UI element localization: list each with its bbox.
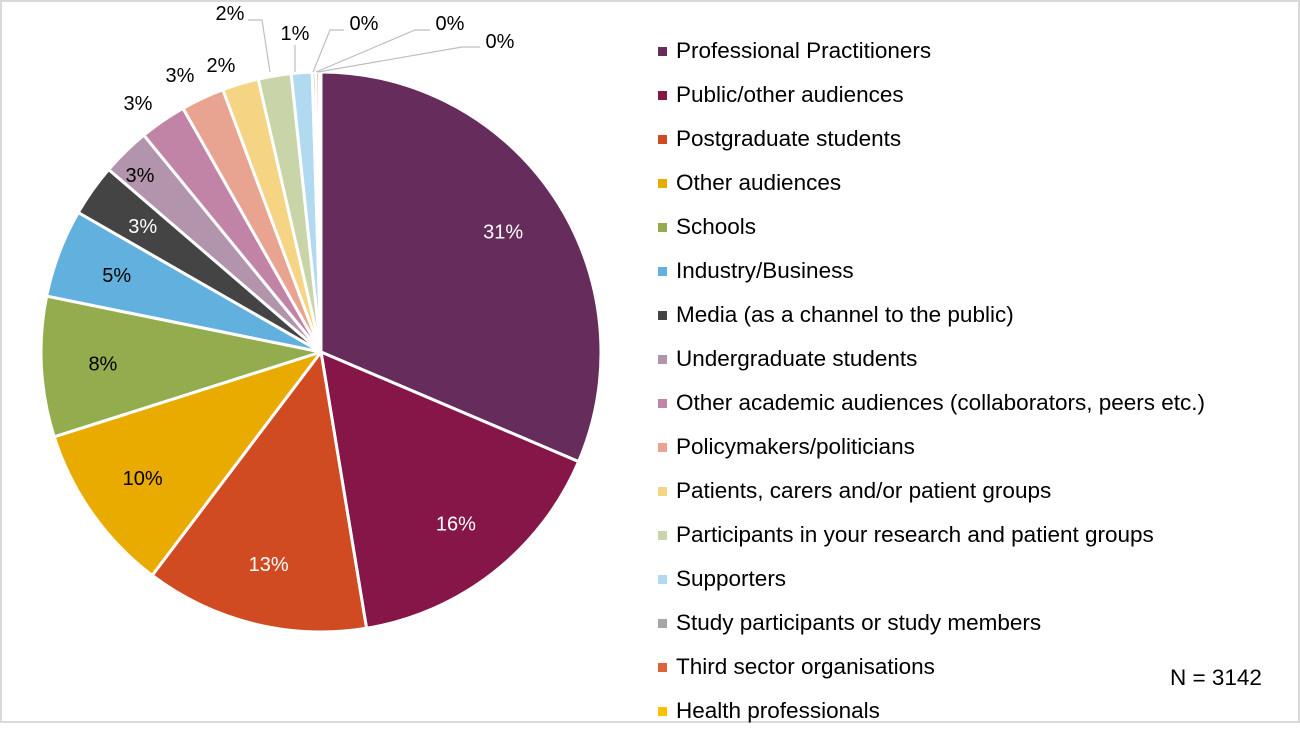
legend-label: Health professionals — [676, 698, 880, 723]
legend-swatch-icon — [658, 442, 667, 452]
pie-slice — [52, 350, 323, 577]
legend-item: Industry/Business — [658, 249, 1205, 293]
legend-item: Study participants or study members — [658, 601, 1205, 645]
legend-label: Third sector organisations — [676, 654, 935, 679]
legend-item: Postgraduate students — [658, 117, 1205, 161]
slice-percent-label: 0% — [486, 31, 515, 53]
slice-percent-label: 3% — [166, 65, 195, 87]
slice-percent-label: 8% — [88, 354, 117, 376]
slice-percent-label: 2% — [207, 55, 236, 77]
legend-swatch-icon — [658, 266, 667, 276]
slice-percent-label: 2% — [216, 3, 245, 25]
legend-swatch-icon — [658, 574, 667, 584]
legend-swatch-icon — [658, 662, 667, 672]
pie-slices — [39, 70, 603, 634]
pie-slice — [150, 350, 369, 634]
legend-label: Policymakers/politicians — [676, 434, 915, 459]
legend-swatch-icon — [658, 90, 667, 100]
legend-label: Supporters — [676, 566, 787, 591]
sample-size-annotation: N = 3142 — [1170, 665, 1262, 690]
legend-item: Participants in your research and patien… — [658, 513, 1205, 557]
slice-percent-label: 10% — [123, 468, 163, 490]
legend-item: Media (as a channel to the public) — [658, 293, 1205, 337]
legend-label: Undergraduate students — [676, 346, 918, 371]
legend-label: Postgraduate students — [676, 126, 902, 151]
legend-item: Other academic audiences (collaborators,… — [658, 381, 1205, 425]
legend-label: Other audiences — [676, 170, 842, 195]
legend-swatch-icon — [658, 222, 667, 232]
legend-label: Patients, carers and/or patient groups — [676, 478, 1052, 503]
legend-item: Professional Practitioners — [658, 29, 1205, 73]
legend-swatch-icon — [658, 178, 667, 188]
legend-swatch-icon — [658, 134, 667, 144]
legend-item: Supporters — [658, 557, 1205, 601]
legend-swatch-icon — [658, 310, 667, 320]
legend-label: Other academic audiences (collaborators,… — [676, 390, 1206, 415]
legend-swatch-icon — [658, 46, 667, 56]
leader-line — [248, 19, 271, 73]
legend-label: Industry/Business — [676, 258, 854, 283]
legend-item: Undergraduate students — [658, 337, 1205, 381]
legend-label: Study participants or study members — [676, 610, 1042, 635]
leader-line — [317, 46, 480, 73]
legend-swatch-icon — [658, 706, 667, 716]
pie-slice — [319, 70, 603, 464]
leader-line — [312, 29, 344, 73]
slice-percent-label: 16% — [436, 514, 476, 536]
legend: Professional Practitioners Public/other … — [658, 29, 1205, 733]
legend-label: Professional Practitioners — [676, 38, 932, 63]
legend-swatch-icon — [658, 618, 667, 628]
legend-item: Health professionals — [658, 689, 1205, 733]
legend-swatch-icon — [658, 354, 667, 364]
slice-percent-label: 13% — [249, 554, 289, 576]
pie-slice — [319, 350, 581, 630]
slice-percent-label: 3% — [128, 216, 157, 238]
legend-item: Third sector organisations — [658, 645, 1205, 689]
legend-item: Policymakers/politicians — [658, 425, 1205, 469]
slice-percent-label: 3% — [126, 165, 155, 187]
legend-swatch-icon — [658, 486, 667, 496]
legend-item: Schools — [658, 205, 1205, 249]
legend-label: Participants in your research and patien… — [676, 522, 1154, 547]
pie-slice — [39, 294, 323, 439]
legend-item: Patients, carers and/or patient groups — [658, 469, 1205, 513]
legend-swatch-icon — [658, 398, 667, 408]
leader-line — [315, 29, 430, 73]
slice-percent-label: 1% — [281, 23, 310, 45]
slice-percent-label: 3% — [124, 93, 153, 115]
slice-percent-label: 31% — [483, 222, 523, 244]
legend-item: Public/other audiences — [658, 73, 1205, 117]
pie-labels: 31% 16% 13% 10% 8% 5% 3% 3% 3% 3% 2% 2% 1% 0% 0% 0% — [88, 3, 523, 576]
legend-label: Media (as a channel to the public) — [676, 302, 1014, 327]
legend-label: Public/other audiences — [676, 82, 904, 107]
legend-label: Schools — [676, 214, 757, 239]
legend-swatch-icon — [658, 530, 667, 540]
pie-slice — [317, 70, 323, 354]
slice-percent-label: 0% — [350, 13, 379, 35]
slice-percent-label: 5% — [102, 265, 131, 287]
legend-item: Other audiences — [658, 161, 1205, 205]
slice-percent-label: 0% — [436, 13, 465, 35]
